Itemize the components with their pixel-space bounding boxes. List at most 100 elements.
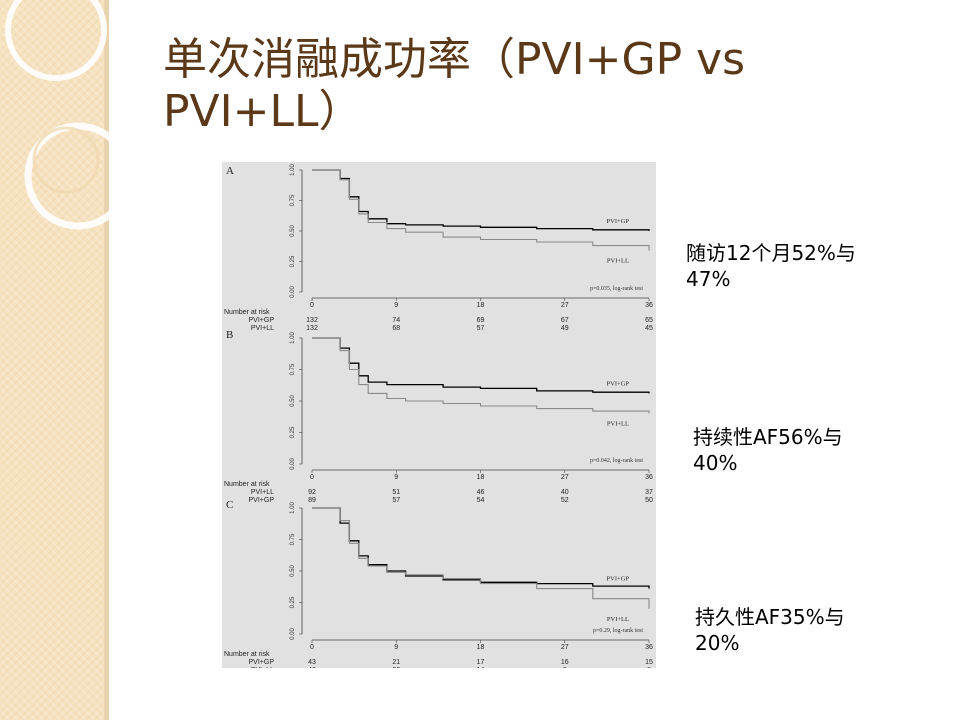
- title-line-1: 单次消融成功率（PVI+GP vs: [163, 34, 746, 85]
- risk-value-c: 8: [647, 667, 651, 668]
- x-tick-label-c: 18: [477, 644, 485, 651]
- series-label-a-pvi-ll: PVI+LL: [607, 258, 629, 265]
- panel-label-a: A: [226, 165, 234, 177]
- risk-row-label-b: PVI+LL: [251, 489, 274, 496]
- y-tick-label-a: 1.00: [290, 164, 296, 176]
- risk-value-c: 43: [308, 659, 316, 666]
- note-panel-a: 随访12个月52%与 47%: [686, 240, 856, 292]
- note-a-line1: 随访12个月52%与: [686, 241, 856, 265]
- y-tick-label-c: 0.25: [290, 596, 296, 608]
- x-tick-label-c: 27: [561, 644, 569, 651]
- km-curve-a-pvi-gp: [312, 169, 650, 231]
- risk-row-label-c: PVI+GP: [249, 659, 275, 666]
- y-tick-label-c: 1.00: [290, 502, 296, 514]
- y-tick-label-b: 0.75: [290, 363, 296, 375]
- y-tick-label-c: 0.75: [290, 533, 296, 545]
- y-tick-label-a: 0.00: [290, 286, 296, 298]
- y-tick-label-a: 0.25: [290, 255, 296, 267]
- y-tick-label-a: 0.50: [290, 225, 296, 237]
- y-tick-label-b: 0.25: [290, 426, 296, 438]
- panel-label-c: C: [226, 499, 233, 511]
- sidebar-edge: [104, 0, 109, 720]
- risk-value-b: 57: [392, 497, 400, 504]
- x-tick-label-a: 0: [310, 302, 314, 309]
- risk-value-a: 49: [561, 325, 569, 332]
- series-label-b-pvi-ll: PVI+LL: [607, 421, 629, 428]
- risk-value-b: 52: [561, 497, 569, 504]
- pvalue-a: p=0.035, log-rank test: [590, 286, 643, 292]
- y-tick-label-c: 0.00: [290, 628, 296, 640]
- risk-header-a: Number at risk: [224, 309, 270, 316]
- x-tick-label-a: 36: [645, 302, 653, 309]
- note-a-line2: 47%: [686, 267, 731, 291]
- series-label-c-pvi-gp: PVI+GP: [607, 576, 630, 583]
- y-tick-label-c: 0.50: [290, 565, 296, 577]
- risk-value-c: 9: [563, 667, 567, 668]
- risk-value-a: 132: [306, 317, 318, 324]
- note-c-line1: 持久性AF35%与: [695, 605, 845, 629]
- risk-row-label-c: PVI+LL: [251, 667, 274, 668]
- note-panel-c: 持久性AF35%与 20%: [695, 604, 845, 656]
- risk-value-b: 51: [392, 489, 400, 496]
- pvalue-b: p=0.042, log-rank test: [590, 458, 643, 464]
- note-c-line2: 20%: [695, 631, 740, 655]
- risk-value-a: 57: [477, 325, 485, 332]
- slide-title: 单次消融成功率（PVI+GP vs PVI+LL）: [163, 34, 883, 138]
- km-curve-a-pvi-ll: [312, 169, 650, 251]
- risk-value-a: 68: [392, 325, 400, 332]
- y-tick-label-b: 0.50: [290, 395, 296, 407]
- y-tick-label-b: 0.00: [290, 458, 296, 470]
- x-tick-label-a: 9: [394, 302, 398, 309]
- risk-value-c: 16: [561, 659, 569, 666]
- risk-value-a: 132: [306, 325, 318, 332]
- risk-value-c: 17: [477, 659, 485, 666]
- km-figure: A 0.00 0.25 0.50 0.75 1.00 0 9 18 27 36 PVI+GP PVI+L…: [222, 162, 656, 668]
- x-tick-label-b: 18: [477, 474, 485, 481]
- risk-value-b: 92: [308, 489, 316, 496]
- risk-value-b: 54: [477, 497, 485, 504]
- risk-value-b: 37: [645, 489, 653, 496]
- km-curves-svg: A0.000.250.500.751.000 9 18 27 36PVI+GPPVI+L…: [224, 164, 653, 668]
- x-tick-label-c: 0: [310, 644, 314, 651]
- risk-row-label-b: PVI+GP: [249, 497, 275, 504]
- decorative-rings: [5, 0, 132, 230]
- risk-row-label-a: PVI+GP: [249, 317, 275, 324]
- series-label-a-pvi-gp: PVI+GP: [607, 218, 630, 225]
- x-tick-label-a: 27: [561, 302, 569, 309]
- note-b-line2: 40%: [693, 451, 738, 475]
- risk-value-c: 15: [645, 659, 653, 666]
- pvalue-c: p=0.29, log-rank test: [593, 628, 643, 634]
- risk-value-a: 74: [392, 317, 400, 324]
- y-tick-label-a: 0.75: [290, 194, 296, 206]
- risk-row-label-a: PVI+LL: [251, 325, 274, 332]
- risk-value-b: 89: [308, 497, 316, 504]
- decorative-sidebar: [0, 0, 104, 720]
- x-tick-label-b: 36: [645, 474, 653, 481]
- risk-value-b: 50: [645, 497, 653, 504]
- risk-value-b: 46: [477, 489, 485, 496]
- risk-value-a: 65: [645, 317, 653, 324]
- risk-value-a: 69: [477, 317, 485, 324]
- series-label-b-pvi-gp: PVI+GP: [607, 380, 630, 387]
- risk-value-c: 40: [308, 667, 316, 668]
- km-curve-c-pvi-gp: [312, 507, 650, 589]
- x-tick-label-b: 0: [310, 474, 314, 481]
- x-tick-label-a: 18: [477, 302, 485, 309]
- risk-value-c: 21: [392, 659, 400, 666]
- note-b-line1: 持续性AF56%与: [693, 425, 843, 449]
- title-line-2: PVI+LL）: [163, 86, 363, 137]
- km-curve-c-pvi-ll: [312, 507, 650, 609]
- series-label-c-pvi-ll: PVI+LL: [607, 616, 629, 623]
- panel-label-b: B: [226, 329, 233, 341]
- risk-header-c: Number at risk: [224, 651, 270, 658]
- risk-value-a: 45: [645, 325, 653, 332]
- risk-value-c: 20: [392, 667, 400, 668]
- x-tick-label-c: 36: [645, 644, 653, 651]
- risk-value-c: 14: [477, 667, 485, 668]
- x-tick-label-b: 27: [561, 474, 569, 481]
- risk-value-a: 67: [561, 317, 569, 324]
- km-curve-b-pvi-ll: [312, 337, 650, 414]
- y-tick-label-b: 1.00: [290, 332, 296, 344]
- risk-header-b: Number at risk: [224, 481, 270, 488]
- note-panel-b: 持续性AF56%与 40%: [693, 424, 843, 476]
